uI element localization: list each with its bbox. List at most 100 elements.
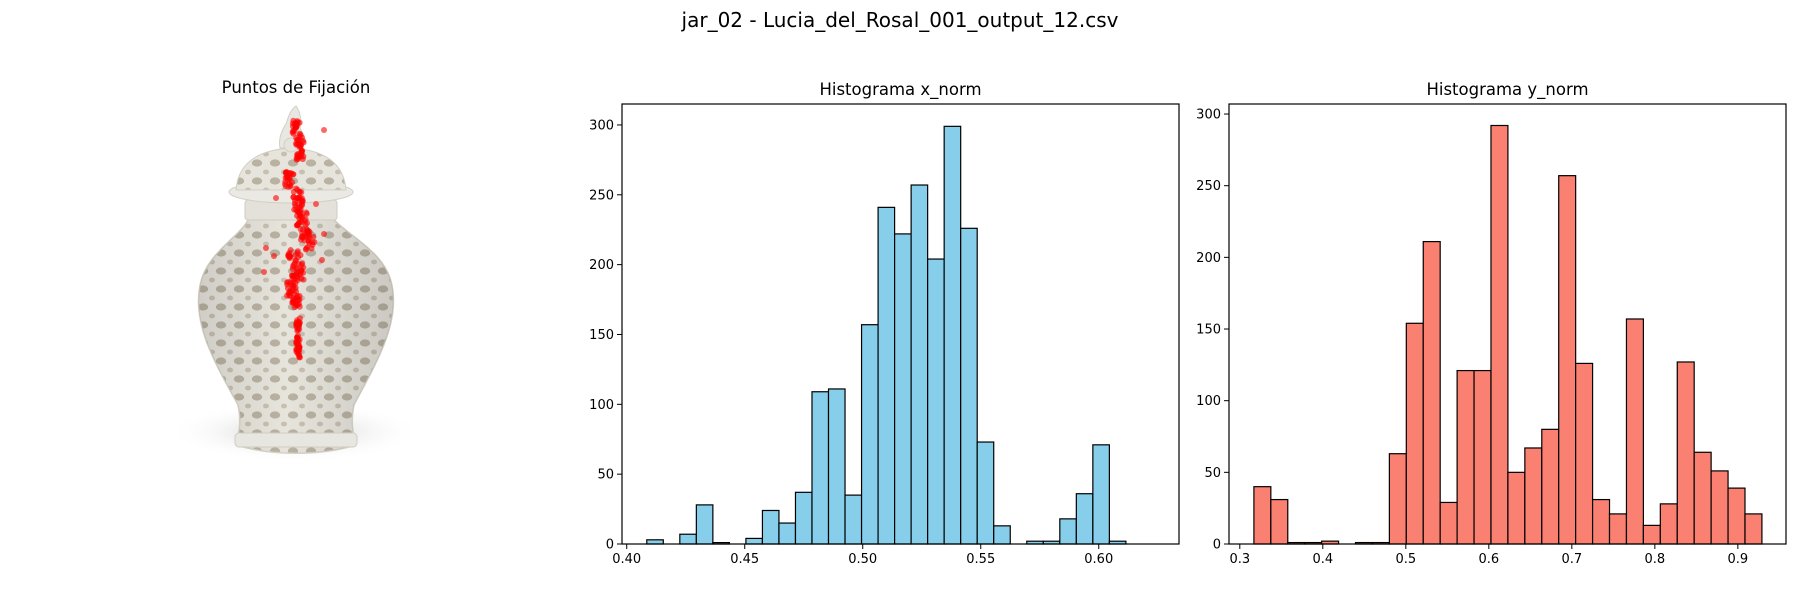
figure-suptitle: jar_02 - Lucia_del_Rosal_001_output_12.c…	[681, 8, 1119, 32]
histogram-bar	[1304, 541, 1323, 545]
fixation-point	[298, 189, 305, 196]
fixation-point	[321, 231, 327, 237]
y-tick-label: 200	[1196, 251, 1221, 266]
fixation-point	[297, 143, 304, 150]
histogram-bar	[745, 537, 764, 545]
y-tick-label: 300	[1196, 108, 1221, 123]
histogram-bar	[1727, 487, 1746, 545]
fixation-point	[297, 252, 304, 259]
fixation-panel-title: Puntos de Fijación	[221, 78, 371, 97]
histogram-bar	[1354, 541, 1374, 545]
fixation-point	[293, 135, 300, 142]
fixation-point	[290, 261, 297, 268]
histogram-bar	[1524, 447, 1543, 545]
x-tick-label: 0.8	[1644, 552, 1665, 567]
fixation-point	[313, 201, 319, 207]
histogram-bar	[1371, 541, 1390, 545]
fixation-point	[282, 178, 289, 185]
fixation-point	[296, 347, 303, 354]
x-tick-label: 0.3	[1229, 552, 1250, 567]
histogram-bar	[1388, 453, 1407, 545]
x-tick-label: 0.55	[966, 552, 995, 567]
fixation-panel	[167, 105, 423, 462]
histogram-bar	[778, 522, 797, 545]
fixation-point	[302, 246, 309, 253]
fixation-point	[295, 321, 302, 328]
histogram-bar	[1270, 498, 1289, 545]
histogram-bar	[1507, 471, 1526, 545]
y-tick-label: 0	[1213, 538, 1221, 553]
fixation-point	[300, 269, 307, 276]
fixation-point	[294, 221, 301, 228]
histogram-bar	[844, 494, 863, 545]
histogram-bar	[1287, 541, 1306, 545]
fixation-point	[294, 336, 301, 343]
chart-title-x-norm: Histograma x_norm	[819, 80, 981, 100]
histogram-bar	[1422, 240, 1441, 545]
fixation-point	[319, 257, 325, 263]
fixation-point	[290, 188, 297, 195]
y-tick-label: 100	[589, 398, 614, 413]
fixation-point	[297, 131, 304, 138]
plot-frame	[621, 103, 1180, 545]
y-tick-label: 200	[589, 258, 614, 273]
fixation-point	[299, 233, 306, 240]
histogram-bar	[1608, 513, 1628, 545]
chart-title-y-norm: Histograma y_norm	[1426, 80, 1588, 100]
histogram-bar	[927, 258, 945, 545]
histogram-bar	[1059, 518, 1077, 545]
fixation-point	[298, 198, 305, 205]
histogram-bar	[761, 509, 780, 545]
fixation-point	[294, 152, 301, 159]
fixation-point	[310, 233, 317, 240]
histogram-bar	[1490, 124, 1509, 545]
histogram-bar	[877, 206, 896, 545]
x-tick-label: 0.4	[1312, 552, 1333, 567]
fixation-point	[292, 295, 299, 302]
histogram-bar	[976, 441, 995, 545]
y-tick-label: 50	[597, 468, 614, 483]
fixation-point	[293, 195, 300, 202]
fixation-point	[306, 228, 313, 235]
y-tick-label: 300	[589, 118, 614, 133]
fixation-points	[261, 117, 327, 361]
y-tick-label: 100	[1196, 394, 1221, 409]
histogram-bar	[1676, 361, 1695, 545]
fixation-point	[290, 279, 297, 286]
fixation-point	[271, 253, 277, 259]
x-tick-label: 0.9	[1728, 552, 1749, 567]
histogram-bar	[1405, 322, 1424, 545]
histogram-bar	[993, 525, 1011, 545]
x-tick-label: 0.5	[1395, 552, 1416, 567]
fixation-point	[292, 271, 299, 278]
fixation-point	[282, 183, 289, 190]
histogram-bar	[679, 533, 697, 545]
y-tick-label: 250	[589, 188, 614, 203]
fixation-point	[291, 304, 298, 311]
x-tick-label: 0.50	[848, 552, 877, 567]
fixation-point	[263, 245, 269, 251]
histogram-bar	[1253, 486, 1272, 545]
histogram-bar	[1591, 498, 1611, 545]
fixation-point	[300, 137, 307, 144]
fixation-point	[302, 221, 309, 228]
fixation-point	[273, 195, 279, 201]
histogram-bar	[1042, 540, 1061, 545]
y-tick-label: 150	[589, 328, 614, 343]
y-tick-label: 0	[606, 538, 614, 553]
x-tick-label: 0.45	[730, 552, 759, 567]
histogram-bar	[1108, 540, 1127, 545]
histogram-bar	[1075, 493, 1094, 545]
histogram-bar	[1710, 470, 1729, 545]
fixation-point	[287, 183, 294, 190]
histogram-bar	[1026, 540, 1044, 545]
histogram-bar	[1693, 451, 1712, 545]
histogram-bar	[827, 388, 846, 545]
histogram-bar	[1558, 175, 1577, 545]
x-tick-label: 0.40	[612, 552, 641, 567]
histogram-bar	[1575, 362, 1594, 545]
histogram-bar	[1744, 513, 1763, 545]
x-tick-label: 0.60	[1084, 552, 1113, 567]
fixation-point	[292, 252, 299, 259]
histogram-bar	[1642, 524, 1661, 545]
